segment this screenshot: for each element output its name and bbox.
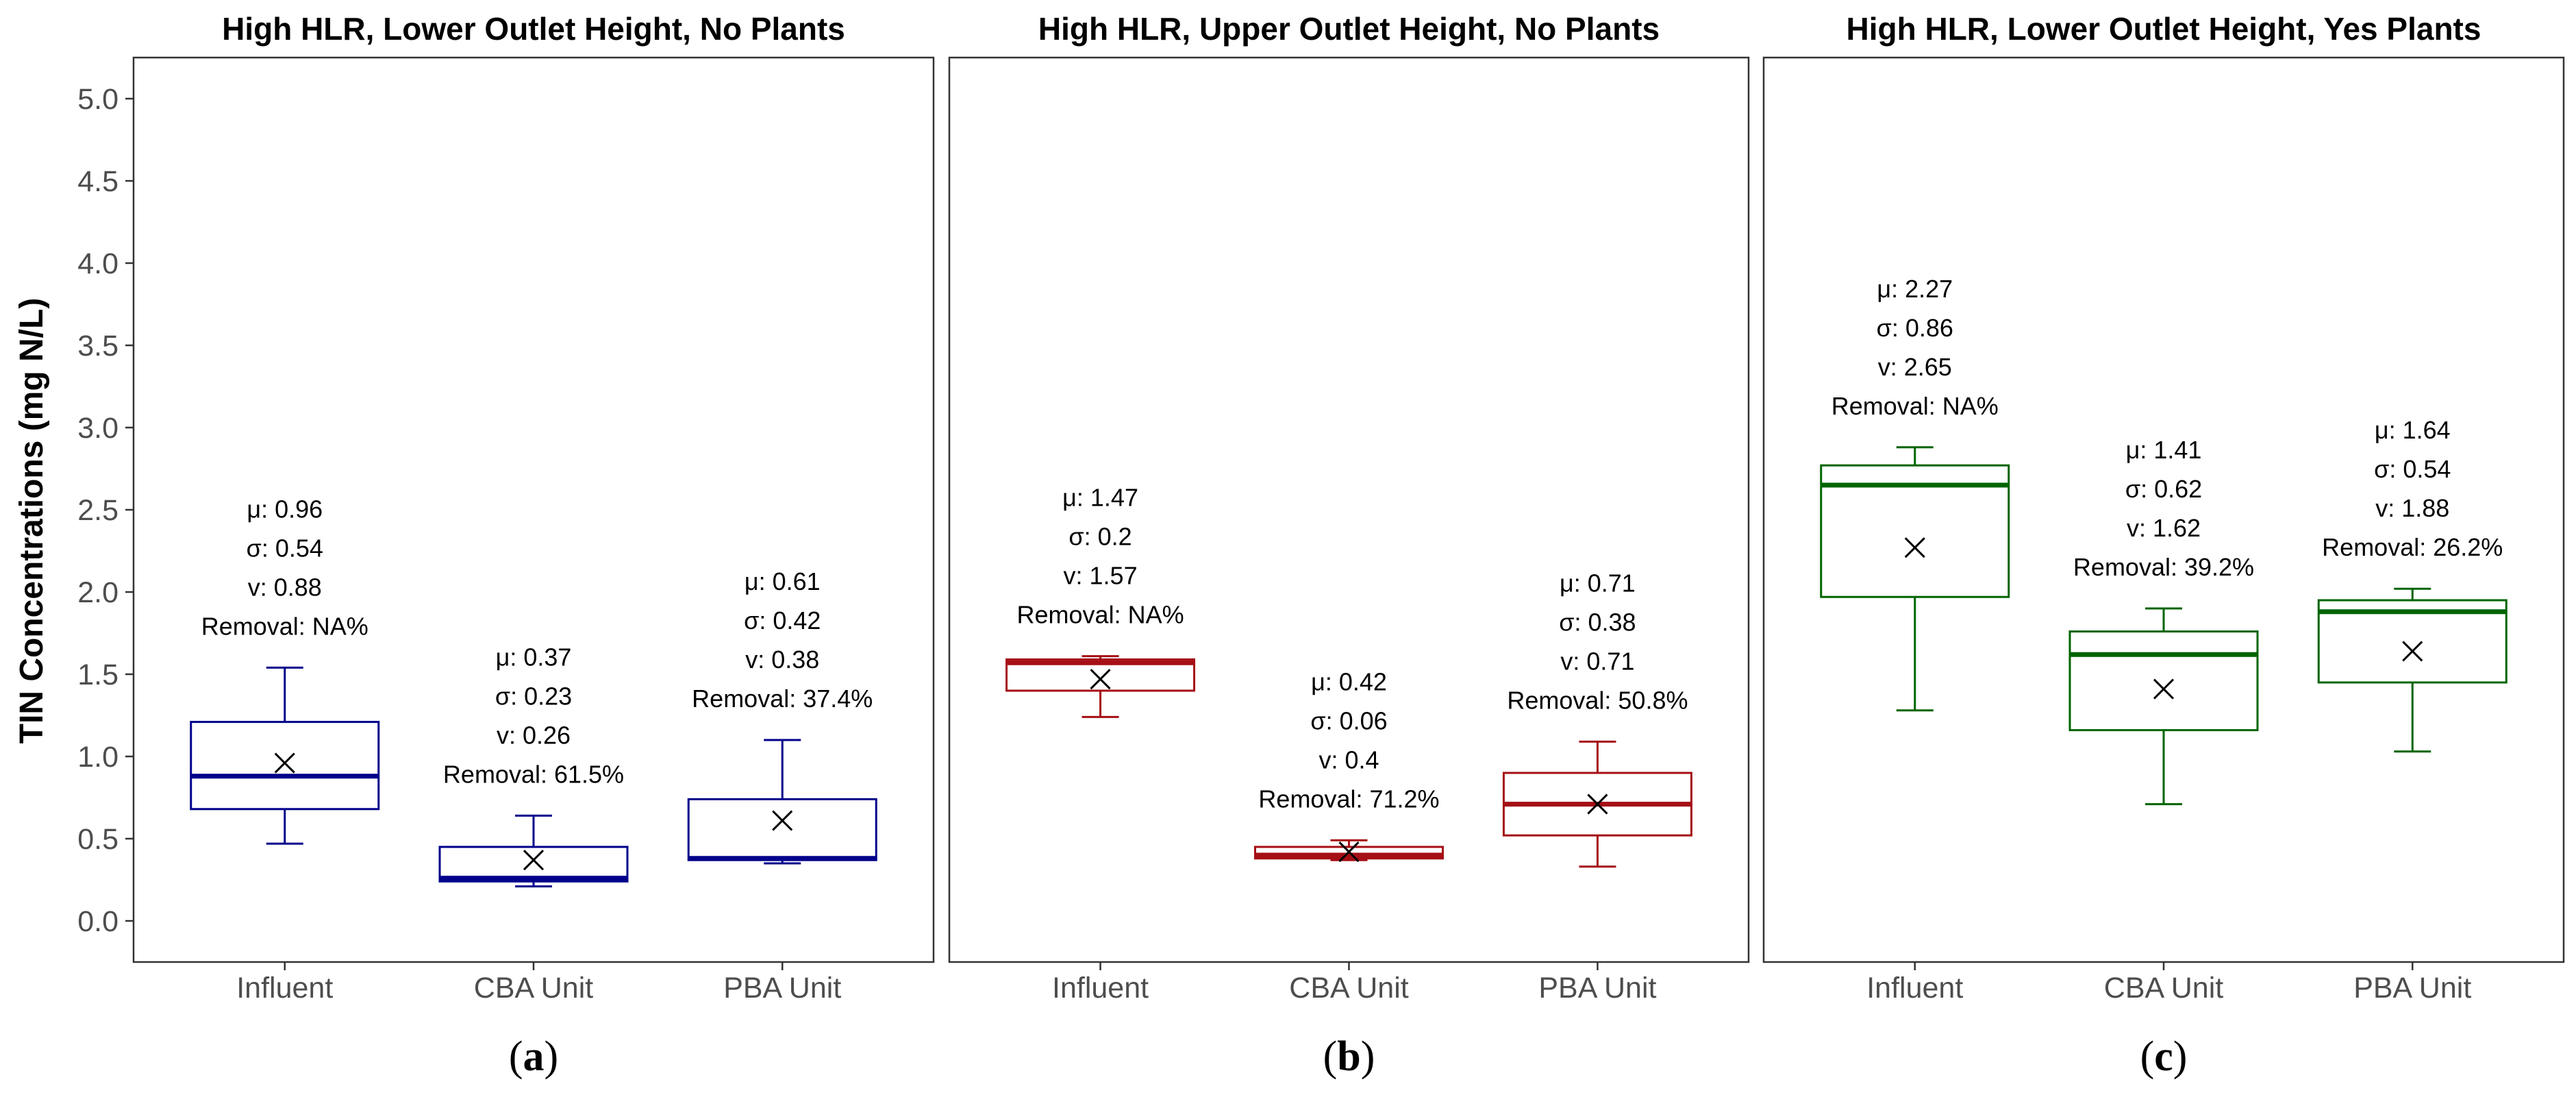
mean-marker	[1587, 793, 1608, 815]
box-influent: μ: 1.47 σ: 0.2 v: 1.57 Removal: NA%	[1005, 484, 1196, 718]
stat-annotation: Removal: 61.5%	[443, 760, 624, 788]
stat-annotation: v: 2.65	[1878, 353, 1952, 381]
stat-annotation: σ: 0.23	[495, 682, 572, 710]
stat-annotation: σ: 0.86	[1877, 314, 1953, 342]
stat-annotation: μ: 2.27	[1877, 275, 1953, 303]
panel-letter: (b)	[1323, 1033, 1375, 1080]
x-tick-label: PBA Unit	[2353, 972, 2471, 1004]
panel-title: High HLR, Lower Outlet Height, No Plants	[222, 11, 845, 47]
x-tick-label: Influent	[1866, 972, 1963, 1004]
stat-annotation: σ: 0.42	[744, 606, 821, 634]
y-axis-label: TIN Concentrations (mg N/L)	[14, 298, 50, 744]
stat-annotation: μ: 1.41	[2126, 436, 2202, 464]
box-influent: μ: 0.96 σ: 0.54 v: 0.88 Removal: NA%	[190, 495, 380, 845]
x-tick-label: CBA Unit	[474, 972, 594, 1004]
iqr-box	[438, 846, 629, 883]
stat-annotation: v: 1.88	[2375, 494, 2449, 522]
stat-annotation: σ: 0.38	[1559, 608, 1636, 636]
mean-marker	[772, 810, 793, 831]
stat-annotation: Removal: 71.2%	[1258, 785, 1439, 813]
stat-annotation: v: 0.88	[248, 573, 322, 601]
mean-marker	[1338, 841, 1360, 863]
stat-annotation: v: 0.26	[497, 721, 571, 749]
mean-marker	[2402, 641, 2423, 662]
panels-container: High HLR, Lower Outlet Height, No Plants…	[77, 11, 2565, 1080]
x-tick-label: CBA Unit	[2104, 972, 2224, 1004]
stat-annotation: v: 0.4	[1318, 745, 1379, 774]
stat-annotation: μ: 0.42	[1311, 667, 1387, 695]
y-tick-label: 4.0	[77, 247, 118, 280]
iqr-box	[1820, 464, 2010, 598]
stat-annotation: Removal: NA%	[1017, 601, 1184, 629]
box-pba-unit: μ: 0.61 σ: 0.42 v: 0.38 Removal: 37.4%	[687, 567, 877, 865]
iqr-box	[190, 721, 380, 811]
y-tick-label: 1.5	[77, 658, 118, 691]
x-tick-label: PBA Unit	[723, 972, 841, 1004]
stat-annotation: Removal: 39.2%	[2073, 553, 2254, 581]
stat-annotation: Removal: NA%	[1831, 392, 1999, 420]
stat-annotation: μ: 0.71	[1560, 569, 1636, 597]
stat-annotation: v: 1.62	[2127, 514, 2201, 542]
stat-annotation: Removal: NA%	[201, 612, 368, 640]
box-cba-unit: μ: 1.41 σ: 0.62 v: 1.62 Removal: 39.2%	[2068, 436, 2259, 806]
y-tick-label: 3.0	[77, 412, 118, 445]
stat-annotation: Removal: 50.8%	[1507, 686, 1688, 714]
stat-annotation: v: 1.57	[1064, 562, 1138, 590]
y-tick-label: 0.0	[77, 905, 118, 938]
mean-marker	[523, 850, 545, 871]
stat-annotation: μ: 1.47	[1062, 484, 1138, 512]
stat-annotation: σ: 0.06	[1310, 706, 1387, 735]
stat-annotation: Removal: 26.2%	[2322, 533, 2503, 561]
panel-b: High HLR, Upper Outlet Height, No Plants…	[948, 11, 1750, 1080]
y-tick-label: 0.5	[77, 823, 118, 856]
stat-annotation: μ: 0.37	[496, 643, 572, 671]
panel-title: High HLR, Upper Outlet Height, No Plants	[1038, 11, 1660, 47]
mean-marker	[2153, 678, 2175, 700]
stat-annotation: σ: 0.54	[2374, 455, 2451, 483]
x-tick-label: CBA Unit	[1289, 972, 1409, 1004]
stat-annotation: σ: 0.54	[247, 534, 323, 562]
panel-title: High HLR, Lower Outlet Height, Yes Plant…	[1847, 11, 2481, 47]
box-pba-unit: μ: 0.71 σ: 0.38 v: 0.71 Removal: 50.8%	[1502, 569, 1692, 868]
y-tick-label: 2.0	[77, 576, 118, 609]
box-influent: μ: 2.27 σ: 0.86 v: 2.65 Removal: NA%	[1820, 275, 2010, 712]
x-tick-label: Influent	[236, 972, 333, 1004]
panel-letter: (a)	[509, 1033, 558, 1080]
mean-marker	[274, 752, 295, 774]
stat-annotation: σ: 0.62	[2125, 475, 2202, 503]
iqr-box	[1254, 846, 1444, 860]
y-tick-label: 1.0	[77, 741, 118, 774]
y-tick-label: 4.5	[77, 165, 118, 198]
stat-annotation: v: 0.71	[1560, 647, 1634, 675]
y-tick-label: 5.0	[77, 83, 118, 116]
x-tick-label: Influent	[1052, 972, 1149, 1004]
panel-c: High HLR, Lower Outlet Height, Yes Plant…	[1762, 11, 2565, 1080]
iqr-box	[2068, 630, 2259, 732]
box-pba-unit: μ: 1.64 σ: 0.54 v: 1.88 Removal: 26.2%	[2317, 416, 2508, 753]
iqr-box	[687, 798, 877, 861]
panel-a: High HLR, Lower Outlet Height, No Plants…	[77, 11, 935, 1080]
x-tick-label: PBA Unit	[1538, 972, 1656, 1004]
y-tick-label: 2.5	[77, 494, 118, 527]
stat-annotation: μ: 0.96	[247, 495, 323, 523]
box-cba-unit: μ: 0.37 σ: 0.23 v: 0.26 Removal: 61.5%	[438, 643, 629, 888]
mean-marker	[1904, 537, 1925, 558]
iqr-box	[1005, 658, 1196, 692]
stat-annotation: σ: 0.2	[1068, 523, 1131, 551]
y-tick-label: 3.5	[77, 330, 118, 362]
box-cba-unit: μ: 0.42 σ: 0.06 v: 0.4 Removal: 71.2%	[1254, 667, 1444, 863]
mean-marker	[1090, 669, 1111, 690]
panel-letter: (c)	[2140, 1033, 2188, 1080]
stat-annotation: μ: 0.61	[745, 567, 821, 595]
stat-annotation: μ: 1.64	[2375, 416, 2451, 444]
iqr-box	[2317, 599, 2508, 684]
stat-annotation: Removal: 37.4%	[692, 685, 873, 713]
stat-annotation: v: 0.38	[745, 645, 819, 674]
